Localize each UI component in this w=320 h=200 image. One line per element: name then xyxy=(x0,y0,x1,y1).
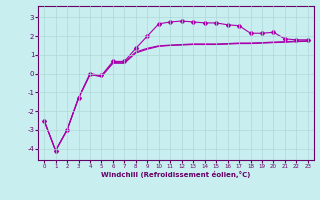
X-axis label: Windchill (Refroidissement éolien,°C): Windchill (Refroidissement éolien,°C) xyxy=(101,171,251,178)
